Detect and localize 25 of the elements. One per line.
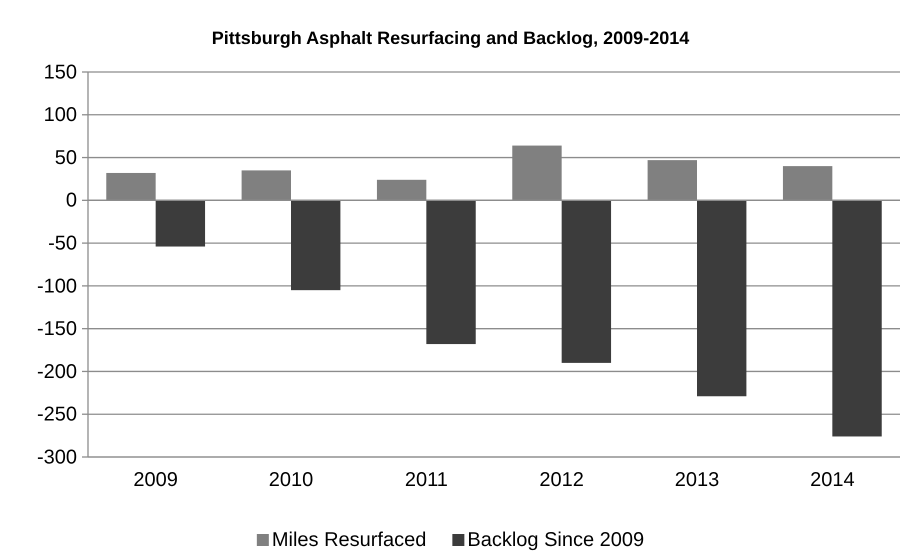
y-tick-label: -200 (36, 360, 77, 383)
y-tick-label: -150 (36, 318, 77, 340)
x-tick-label: 2014 (810, 469, 855, 491)
y-tick-label: 150 (44, 61, 77, 84)
y-tick-label: 50 (54, 146, 77, 169)
y-tick-label: -300 (36, 446, 77, 468)
bar (697, 200, 746, 396)
bar (562, 200, 612, 363)
x-tick-label: 2010 (268, 469, 314, 491)
y-tick-label: -100 (36, 275, 77, 298)
x-tick-label: 2013 (674, 469, 720, 491)
bar (156, 200, 206, 247)
bar (832, 200, 882, 436)
x-tick-label: 2011 (404, 469, 448, 491)
y-tick-label: 0 (66, 190, 77, 212)
x-tick-label: 2009 (133, 469, 178, 491)
bar (426, 200, 476, 344)
legend-label: Backlog Since 2009 (467, 529, 644, 551)
y-tick-label: -250 (36, 404, 77, 426)
x-tick-label: 2012 (539, 469, 584, 491)
chart-title: Pittsburgh Asphalt Resurfacing and Backlog, 2009-2014 (212, 28, 690, 48)
bar (291, 200, 340, 290)
legend-label: Miles Resurfaced (272, 529, 426, 551)
y-tick-label: 100 (44, 104, 77, 126)
y-tick-label: -50 (48, 232, 77, 255)
